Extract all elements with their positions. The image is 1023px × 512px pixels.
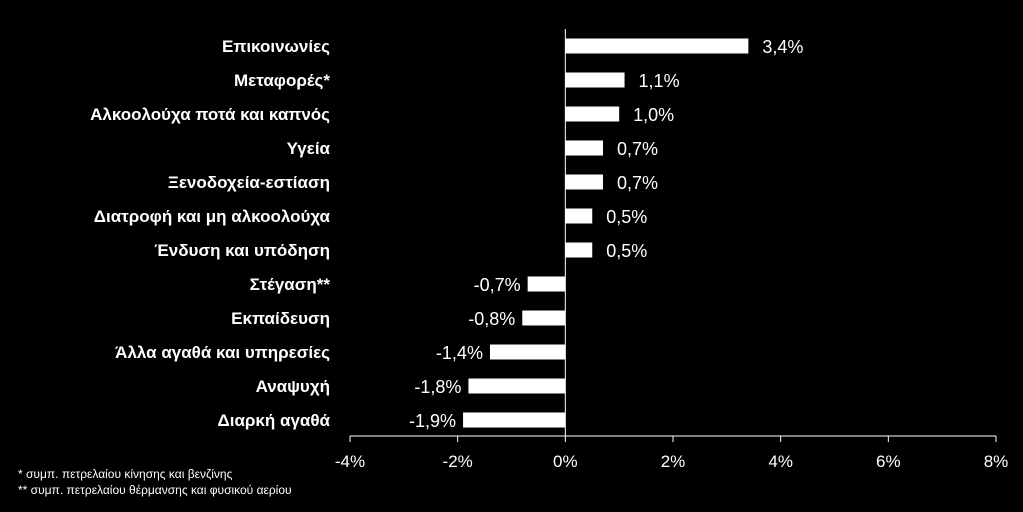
x-tick-label: -2%: [443, 452, 473, 471]
bar: [565, 38, 749, 54]
category-label: Εκπαίδευση: [231, 309, 330, 328]
category-label: Επικοινωνίες: [222, 37, 330, 56]
category-label: Αναψυχή: [256, 377, 330, 396]
category-label: Αλκοολούχα ποτά και καπνός: [90, 105, 330, 124]
data-label: -1,4%: [436, 343, 483, 363]
footnote-1: * συμπ. πετρελαίου κίνησης και βενζίνης: [18, 467, 233, 481]
bar: [463, 412, 566, 428]
x-tick-label: 2%: [661, 452, 686, 471]
data-label: 0,5%: [606, 241, 647, 261]
bar: [489, 344, 566, 360]
data-label: 0,7%: [617, 139, 658, 159]
category-label: Διαρκή αγαθά: [218, 411, 331, 430]
bar: [565, 174, 604, 190]
category-label: Στέγαση**: [250, 275, 331, 294]
x-tick-label: 0%: [553, 452, 578, 471]
x-tick-label: 6%: [876, 452, 901, 471]
category-label: Υγεία: [287, 139, 331, 158]
bar: [468, 378, 566, 394]
category-label: Μεταφορές*: [234, 71, 330, 90]
data-label: 1,0%: [633, 105, 674, 125]
data-label: -1,9%: [409, 411, 456, 431]
data-label: 3,4%: [762, 37, 803, 57]
data-label: -0,7%: [474, 275, 521, 295]
category-label: Άλλα αγαθά και υπηρεσίες: [115, 343, 330, 362]
data-label: 0,5%: [606, 207, 647, 227]
bar: [527, 276, 566, 292]
bar: [565, 140, 604, 156]
bar: [522, 310, 566, 326]
bar: [565, 106, 620, 122]
x-tick-label: 4%: [768, 452, 793, 471]
category-label: Διατροφή και μη αλκοολούχα: [94, 207, 331, 226]
data-label: 1,1%: [639, 71, 680, 91]
category-label: Ένδυση και υπόδηση: [154, 241, 330, 260]
footnote-2: ** συμπ. πετρελαίου θέρμανσης και φυσικο…: [18, 483, 292, 497]
bar: [565, 72, 625, 88]
x-tick-label: 8%: [984, 452, 1009, 471]
data-label: 0,7%: [617, 173, 658, 193]
data-label: -1,8%: [414, 377, 461, 397]
bar: [565, 242, 593, 258]
category-label: Ξενοδοχεία-εστίαση: [168, 173, 330, 192]
data-label: -0,8%: [468, 309, 515, 329]
x-tick-label: -4%: [335, 452, 365, 471]
footnotes: * συμπ. πετρελαίου κίνησης και βενζίνης …: [18, 466, 292, 498]
bar: [565, 208, 593, 224]
